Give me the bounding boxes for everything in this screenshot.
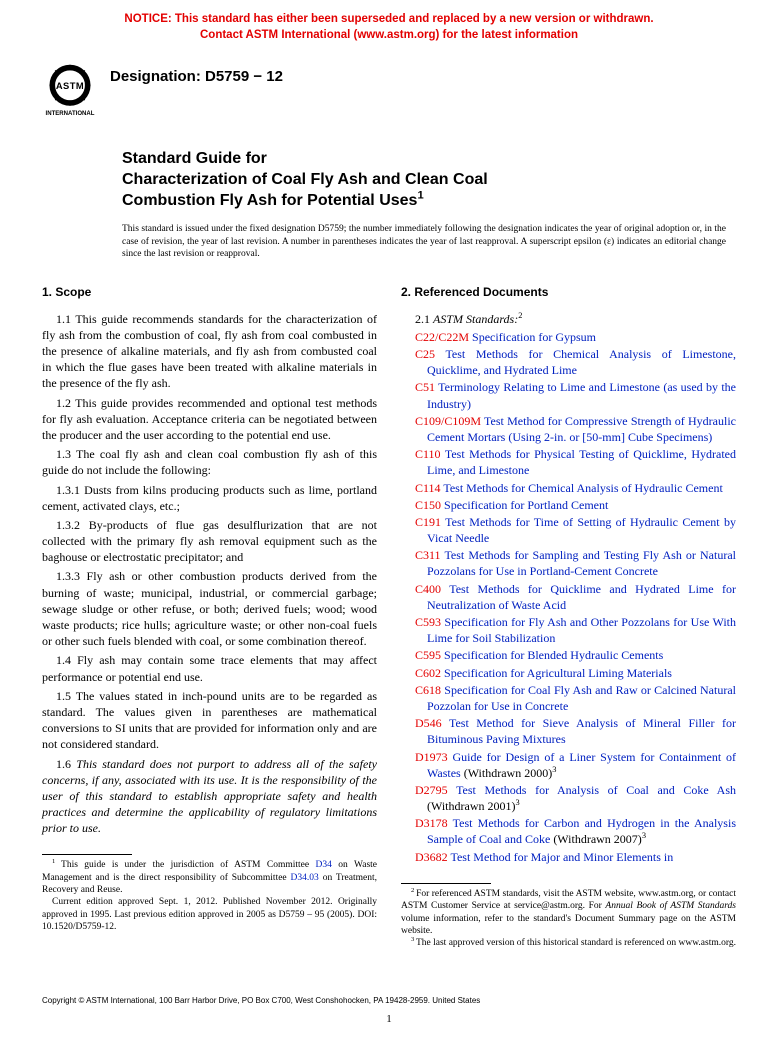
ref-item[interactable]: C109/C109M Test Method for Compressive S… <box>401 413 736 445</box>
scope-p6: 1.6 1.6 This standard does not purport t… <box>42 756 377 837</box>
footnote-2: 2 For referenced ASTM standards, visit t… <box>401 888 736 937</box>
scope-p3-3: 1.3.3 Fly ash or other combustion produc… <box>42 568 377 649</box>
ref-item[interactable]: C593 Specification for Fly Ash and Other… <box>401 614 736 646</box>
refs-heading: 2. Referenced Documents <box>401 284 736 300</box>
page-number: 1 <box>0 1012 778 1027</box>
ref-item[interactable]: C191 Test Methods for Time of Setting of… <box>401 514 736 546</box>
scope-heading: 1. Scope <box>42 284 377 300</box>
ref-item[interactable]: C51 Terminology Relating to Lime and Lim… <box>401 379 736 411</box>
ref-item[interactable]: C400 Test Methods for Quicklime and Hydr… <box>401 581 736 613</box>
scope-p3-1: 1.3.1 Dusts from kilns producing product… <box>42 482 377 514</box>
document-page: NOTICE: This standard has either been su… <box>0 0 778 1041</box>
issuance-note: This standard is issued under the fixed … <box>122 223 736 260</box>
ref-item[interactable]: C150 Specification for Portland Cement <box>401 497 736 513</box>
notice-banner: NOTICE: This standard has either been su… <box>42 12 736 43</box>
title-line2: Characterization of Coal Fly Ash and Cle… <box>122 170 736 212</box>
title-line1: Standard Guide for <box>122 149 736 170</box>
ref-item[interactable]: C114 Test Methods for Chemical Analysis … <box>401 480 736 496</box>
footnote-1: 1 This guide is under the jurisdiction o… <box>42 859 377 896</box>
svg-text:ASTM: ASTM <box>56 81 84 91</box>
scope-p5: 1.5 The values stated in inch-pound unit… <box>42 688 377 753</box>
scope-p2: 1.2 This guide provides recommended and … <box>42 395 377 444</box>
ref-item[interactable]: C25 Test Methods for Chemical Analysis o… <box>401 346 736 378</box>
subcommittee-link[interactable]: D34.03 <box>291 873 319 883</box>
ref-item[interactable]: D2795 Test Methods for Analysis of Coal … <box>401 782 736 814</box>
ref-item[interactable]: C618 Specification for Coal Fly Ash and … <box>401 682 736 714</box>
footnote-rule-right <box>401 883 491 884</box>
footnote-rule-left <box>42 854 132 855</box>
scope-p3-2: 1.3.2 By-products of flue gas desulfluri… <box>42 517 377 566</box>
ref-list: C22/C22M Specification for GypsumC25 Tes… <box>401 329 736 865</box>
ref-item[interactable]: D1973 Guide for Design of a Liner System… <box>401 749 736 781</box>
footnote-1b: Current edition approved Sept. 1, 2012. … <box>42 896 377 933</box>
ref-item[interactable]: C602 Specification for Agricultural Limi… <box>401 665 736 681</box>
right-column: 2. Referenced Documents 2.1 ASTM Standar… <box>401 284 736 949</box>
left-column: 1. Scope 1.1 This guide recommends stand… <box>42 284 377 949</box>
copyright-text: Copyright © ASTM International, 100 Barr… <box>42 996 480 1007</box>
ref-item[interactable]: C110 Test Methods for Physical Testing o… <box>401 446 736 478</box>
committee-link[interactable]: D34 <box>316 860 332 870</box>
refs-subhead: 2.1 ASTM Standards:2 <box>401 311 736 327</box>
footnote-3: 3 The last approved version of this hist… <box>401 937 736 949</box>
ref-item[interactable]: C595 Specification for Blended Hydraulic… <box>401 647 736 663</box>
title-block: Standard Guide for Characterization of C… <box>122 149 736 211</box>
scope-p1: 1.1 This guide recommends standards for … <box>42 311 377 392</box>
ref-item[interactable]: D546 Test Method for Sieve Analysis of M… <box>401 715 736 747</box>
ref-item[interactable]: C311 Test Methods for Sampling and Testi… <box>401 547 736 579</box>
ref-item[interactable]: C22/C22M Specification for Gypsum <box>401 329 736 345</box>
scope-p3: 1.3 The coal fly ash and clean coal comb… <box>42 446 377 478</box>
svg-text:INTERNATIONAL: INTERNATIONAL <box>46 111 95 117</box>
designation-label: Designation: D5759 − 12 <box>110 61 283 87</box>
scope-p4: 1.4 Fly ash may contain some trace eleme… <box>42 652 377 684</box>
astm-logo-icon: ASTM INTERNATIONAL <box>42 61 98 117</box>
body-columns: 1. Scope 1.1 This guide recommends stand… <box>42 284 736 949</box>
ref-item[interactable]: D3682 Test Method for Major and Minor El… <box>401 849 736 865</box>
header-row: ASTM INTERNATIONAL Designation: D5759 − … <box>42 61 736 117</box>
notice-line1: NOTICE: This standard has either been su… <box>124 13 653 25</box>
notice-line2: Contact ASTM International (www.astm.org… <box>200 29 578 41</box>
ref-item[interactable]: D3178 Test Methods for Carbon and Hydrog… <box>401 815 736 847</box>
